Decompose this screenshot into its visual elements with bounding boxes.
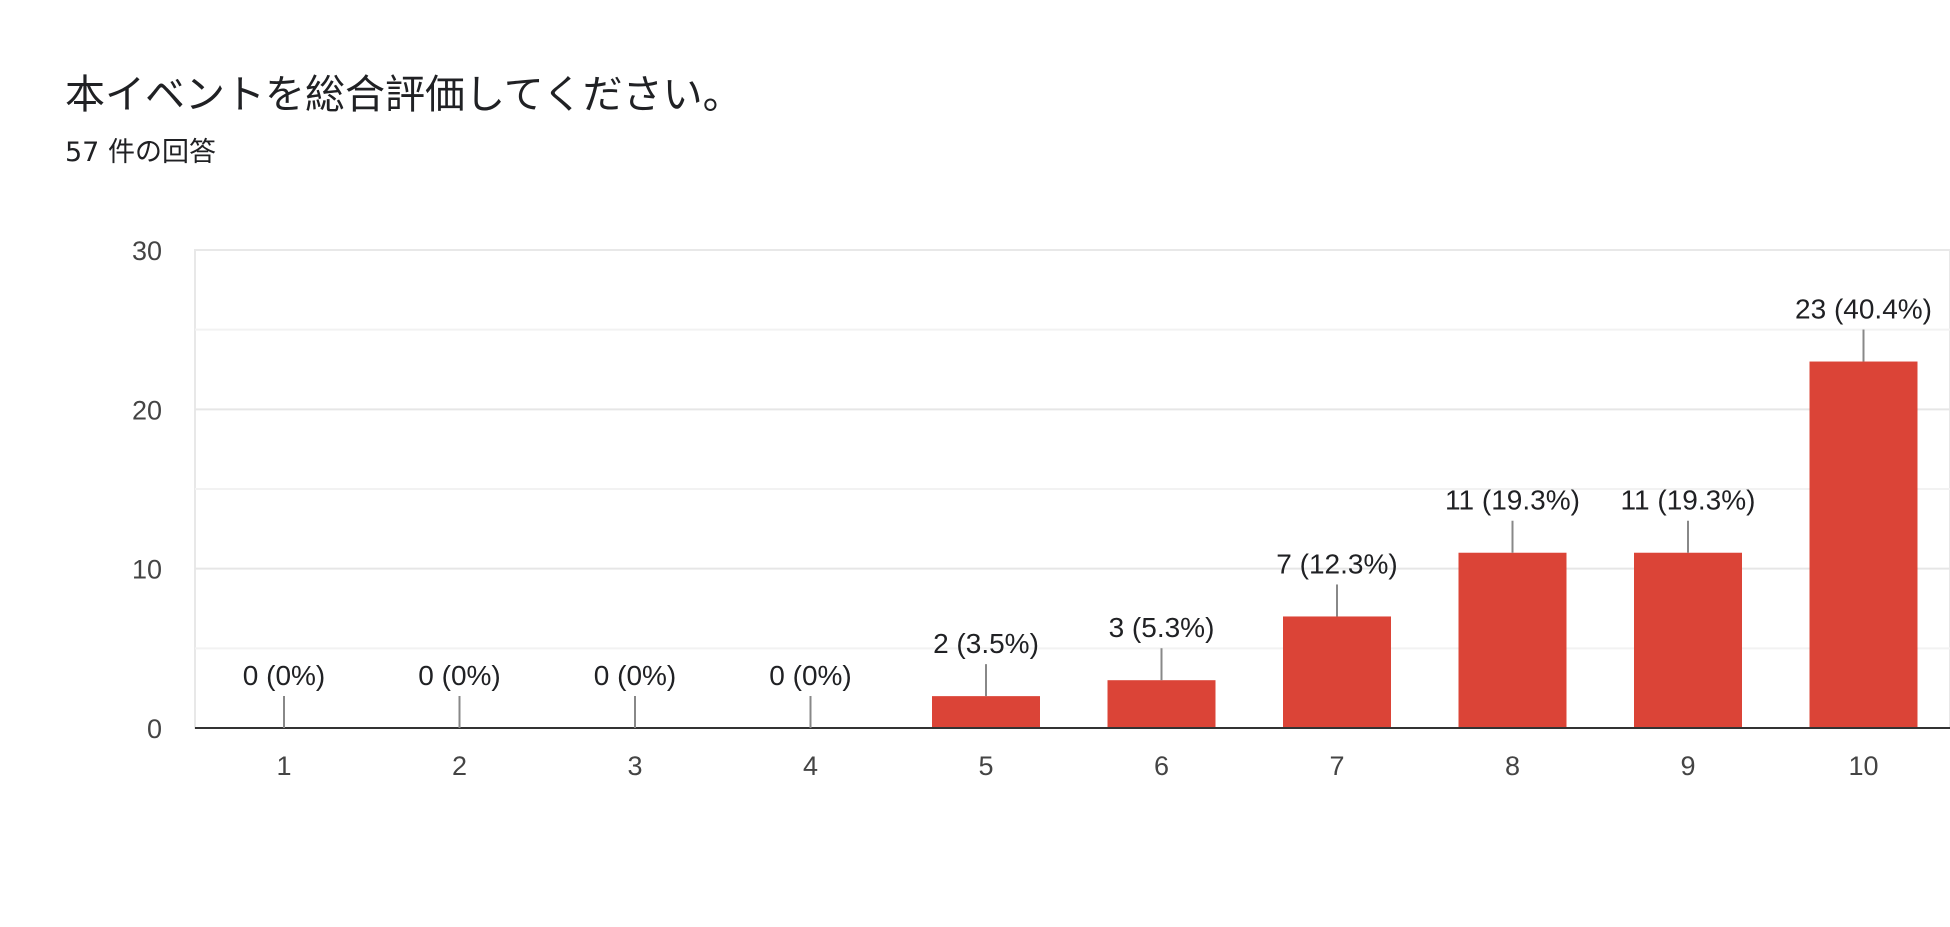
bar bbox=[1634, 552, 1742, 728]
y-axis-ticks: 0 10 20 30 bbox=[132, 236, 162, 744]
data-label: 23 (40.4%) bbox=[1795, 294, 1932, 325]
x-tick-label: 6 bbox=[1154, 751, 1169, 781]
bars bbox=[932, 361, 1918, 728]
label-leaders bbox=[283, 329, 1865, 728]
y-tick-label: 20 bbox=[132, 395, 162, 425]
data-labels: 0 (0%) 0 (0%) 0 (0%) 0 (0%) 2 (3.5%) 3 (5.3%)… bbox=[243, 294, 1932, 691]
data-label: 2 (3.5%) bbox=[933, 628, 1039, 659]
data-label: 0 (0%) bbox=[769, 660, 851, 691]
data-label: 0 (0%) bbox=[418, 660, 500, 691]
data-label: 0 (0%) bbox=[243, 660, 325, 691]
y-tick-label: 0 bbox=[147, 714, 162, 744]
data-label: 0 (0%) bbox=[594, 660, 676, 691]
data-label: 7 (12.3%) bbox=[1276, 548, 1397, 579]
x-tick-label: 7 bbox=[1329, 751, 1344, 781]
chart-title: 本イベントを総合評価してください。 bbox=[65, 72, 743, 118]
y-tick-label: 10 bbox=[132, 555, 162, 585]
x-tick-label: 2 bbox=[452, 751, 467, 781]
x-tick-label: 8 bbox=[1505, 751, 1520, 781]
x-tick-label: 10 bbox=[1848, 751, 1878, 781]
response-count: 57 件の回答 bbox=[65, 137, 216, 168]
bar bbox=[1809, 361, 1918, 728]
data-label: 11 (19.3%) bbox=[1445, 485, 1580, 516]
x-tick-label: 1 bbox=[276, 751, 291, 781]
bar bbox=[932, 696, 1040, 728]
bar bbox=[1283, 616, 1391, 728]
data-label: 3 (5.3%) bbox=[1109, 612, 1215, 643]
y-tick-label: 30 bbox=[132, 236, 162, 266]
x-tick-label: 9 bbox=[1680, 751, 1695, 781]
bar bbox=[1458, 552, 1567, 728]
data-label: 11 (19.3%) bbox=[1621, 485, 1756, 516]
x-tick-label: 3 bbox=[627, 751, 642, 781]
x-tick-label: 4 bbox=[803, 751, 818, 781]
x-tick-label: 5 bbox=[978, 751, 993, 781]
bar bbox=[1107, 680, 1216, 728]
x-axis-ticks: 1 2 3 4 5 6 7 8 9 10 bbox=[276, 751, 1878, 781]
